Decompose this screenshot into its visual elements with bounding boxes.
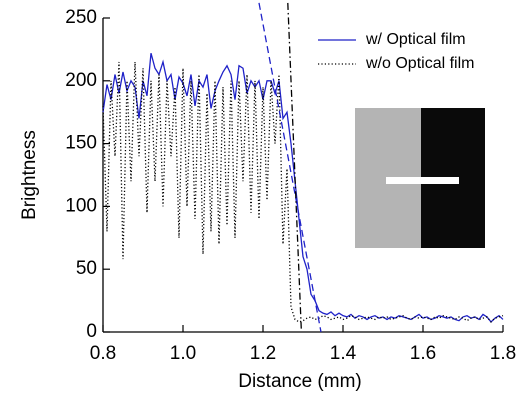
x-tick-label: 1.8 [490,343,516,364]
fit-line [258,2,322,333]
x-axis-label: Distance (mm) [238,371,362,392]
x-tick-label: 1.2 [250,343,276,364]
y-tick-label: 0 [86,321,97,342]
legend-label: w/o Optical film [365,55,474,72]
inset-bar [386,177,459,184]
y-tick-label: 50 [76,258,97,279]
y-tick-label: 100 [65,195,97,216]
data-line [102,53,504,323]
y-tick-label: 150 [65,133,97,154]
y-axis-label: Brightness [19,130,40,220]
x-tick-label: 0.8 [90,343,116,364]
plot-area [102,2,504,333]
x-tick-label: 1.0 [170,343,196,364]
legend-label: w/ Optical film [365,31,466,48]
y-tick-label: 200 [65,70,97,91]
fit-line [287,2,303,333]
x-tick-label: 1.4 [330,343,357,364]
inset-image [355,108,485,248]
x-tick-label: 1.6 [410,343,436,364]
y-tick-label: 250 [65,7,97,28]
